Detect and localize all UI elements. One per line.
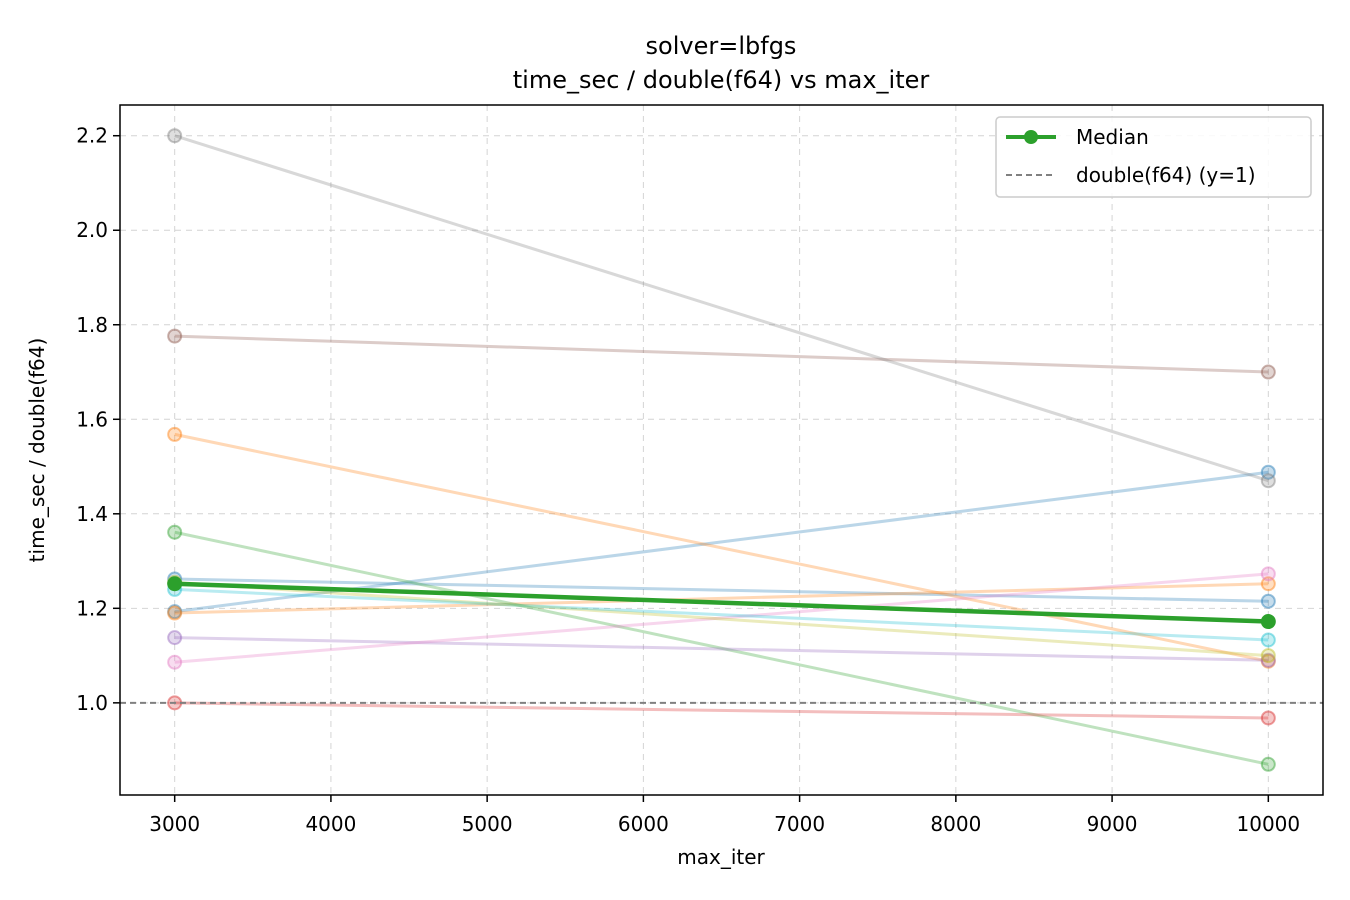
series-point-6: [1260, 710, 1276, 726]
legend-box: [995, 116, 1312, 198]
series-point-8: [1260, 364, 1276, 380]
plot-frame: [119, 104, 1324, 796]
x-tick-label: 9000: [1087, 812, 1138, 836]
series-point-2: [1260, 593, 1276, 609]
series-point-4: [1260, 576, 1276, 592]
series-line-2: [174, 577, 1269, 603]
series-line-11: [174, 580, 1269, 658]
series-line-8: [174, 334, 1269, 374]
x-axis-label: max_iter: [677, 845, 765, 869]
x-tick-label: 10000: [1237, 812, 1301, 836]
x-tick-label: 7000: [774, 812, 825, 836]
y-tick-label: 2.2: [76, 124, 108, 148]
series-line-4: [174, 582, 1269, 615]
y-axis-label: time_sec / double(f64): [25, 338, 49, 563]
series-point-7: [167, 630, 183, 646]
x-tick-label: 5000: [462, 812, 513, 836]
y-tick-label: 1.6: [76, 407, 108, 431]
median-line: [174, 581, 1269, 624]
series-point-4: [167, 605, 183, 621]
y-tick-label: 1.2: [76, 596, 108, 620]
series-line-5: [174, 530, 1269, 766]
series-point-1: [167, 604, 183, 620]
series-line-12: [174, 587, 1269, 642]
series-point-3: [167, 426, 183, 442]
x-tick-label: 4000: [305, 812, 356, 836]
x-tick-label: 3000: [149, 812, 200, 836]
series-point-5: [1260, 756, 1276, 772]
median-point: [1260, 614, 1276, 630]
series-point-10: [1260, 473, 1276, 489]
legend: Median double(f64) (y=1): [995, 116, 1312, 198]
y-tick-label: 1.4: [76, 502, 108, 526]
legend-median-swatch-marker: [1024, 130, 1038, 144]
series-point-10: [167, 128, 183, 144]
series-point-9: [167, 654, 183, 670]
x-tick-label: 6000: [618, 812, 669, 836]
series-point-12: [1260, 632, 1276, 648]
series-line-7: [174, 636, 1269, 662]
series-point-1: [1260, 464, 1276, 480]
series-point-9: [1260, 566, 1276, 582]
y-tick-label: 2.0: [76, 218, 108, 242]
median-line-group: [167, 576, 1276, 630]
chart-subtitle: time_sec / double(f64) vs max_iter: [513, 66, 930, 94]
series-point-7: [1260, 652, 1276, 668]
x-axis-ticks: 3000 4000 5000 6000 7000 8000 9000 10000: [149, 795, 1300, 836]
median-point: [167, 576, 183, 592]
series-lines: [167, 128, 1276, 772]
x-tick-label: 8000: [930, 812, 981, 836]
legend-reference-label: double(f64) (y=1): [1076, 163, 1256, 187]
series-point-5: [167, 524, 183, 540]
series-line-10: [174, 134, 1269, 483]
legend-median-label: Median: [1076, 125, 1149, 149]
series-line-6: [174, 701, 1269, 720]
chart-title: solver=lbfgs: [646, 32, 797, 60]
y-tick-label: 1.0: [76, 691, 108, 715]
series-point-11: [1260, 648, 1276, 664]
series-line-3: [174, 432, 1269, 663]
series-point-3: [1260, 653, 1276, 669]
series-point-8: [167, 328, 183, 344]
grid-lines: [120, 105, 1323, 795]
series-line-9: [174, 572, 1269, 664]
y-axis-ticks: 1.0 1.2 1.4 1.6 1.8 2.0 2.2: [76, 124, 120, 715]
y-tick-label: 1.8: [76, 313, 108, 337]
